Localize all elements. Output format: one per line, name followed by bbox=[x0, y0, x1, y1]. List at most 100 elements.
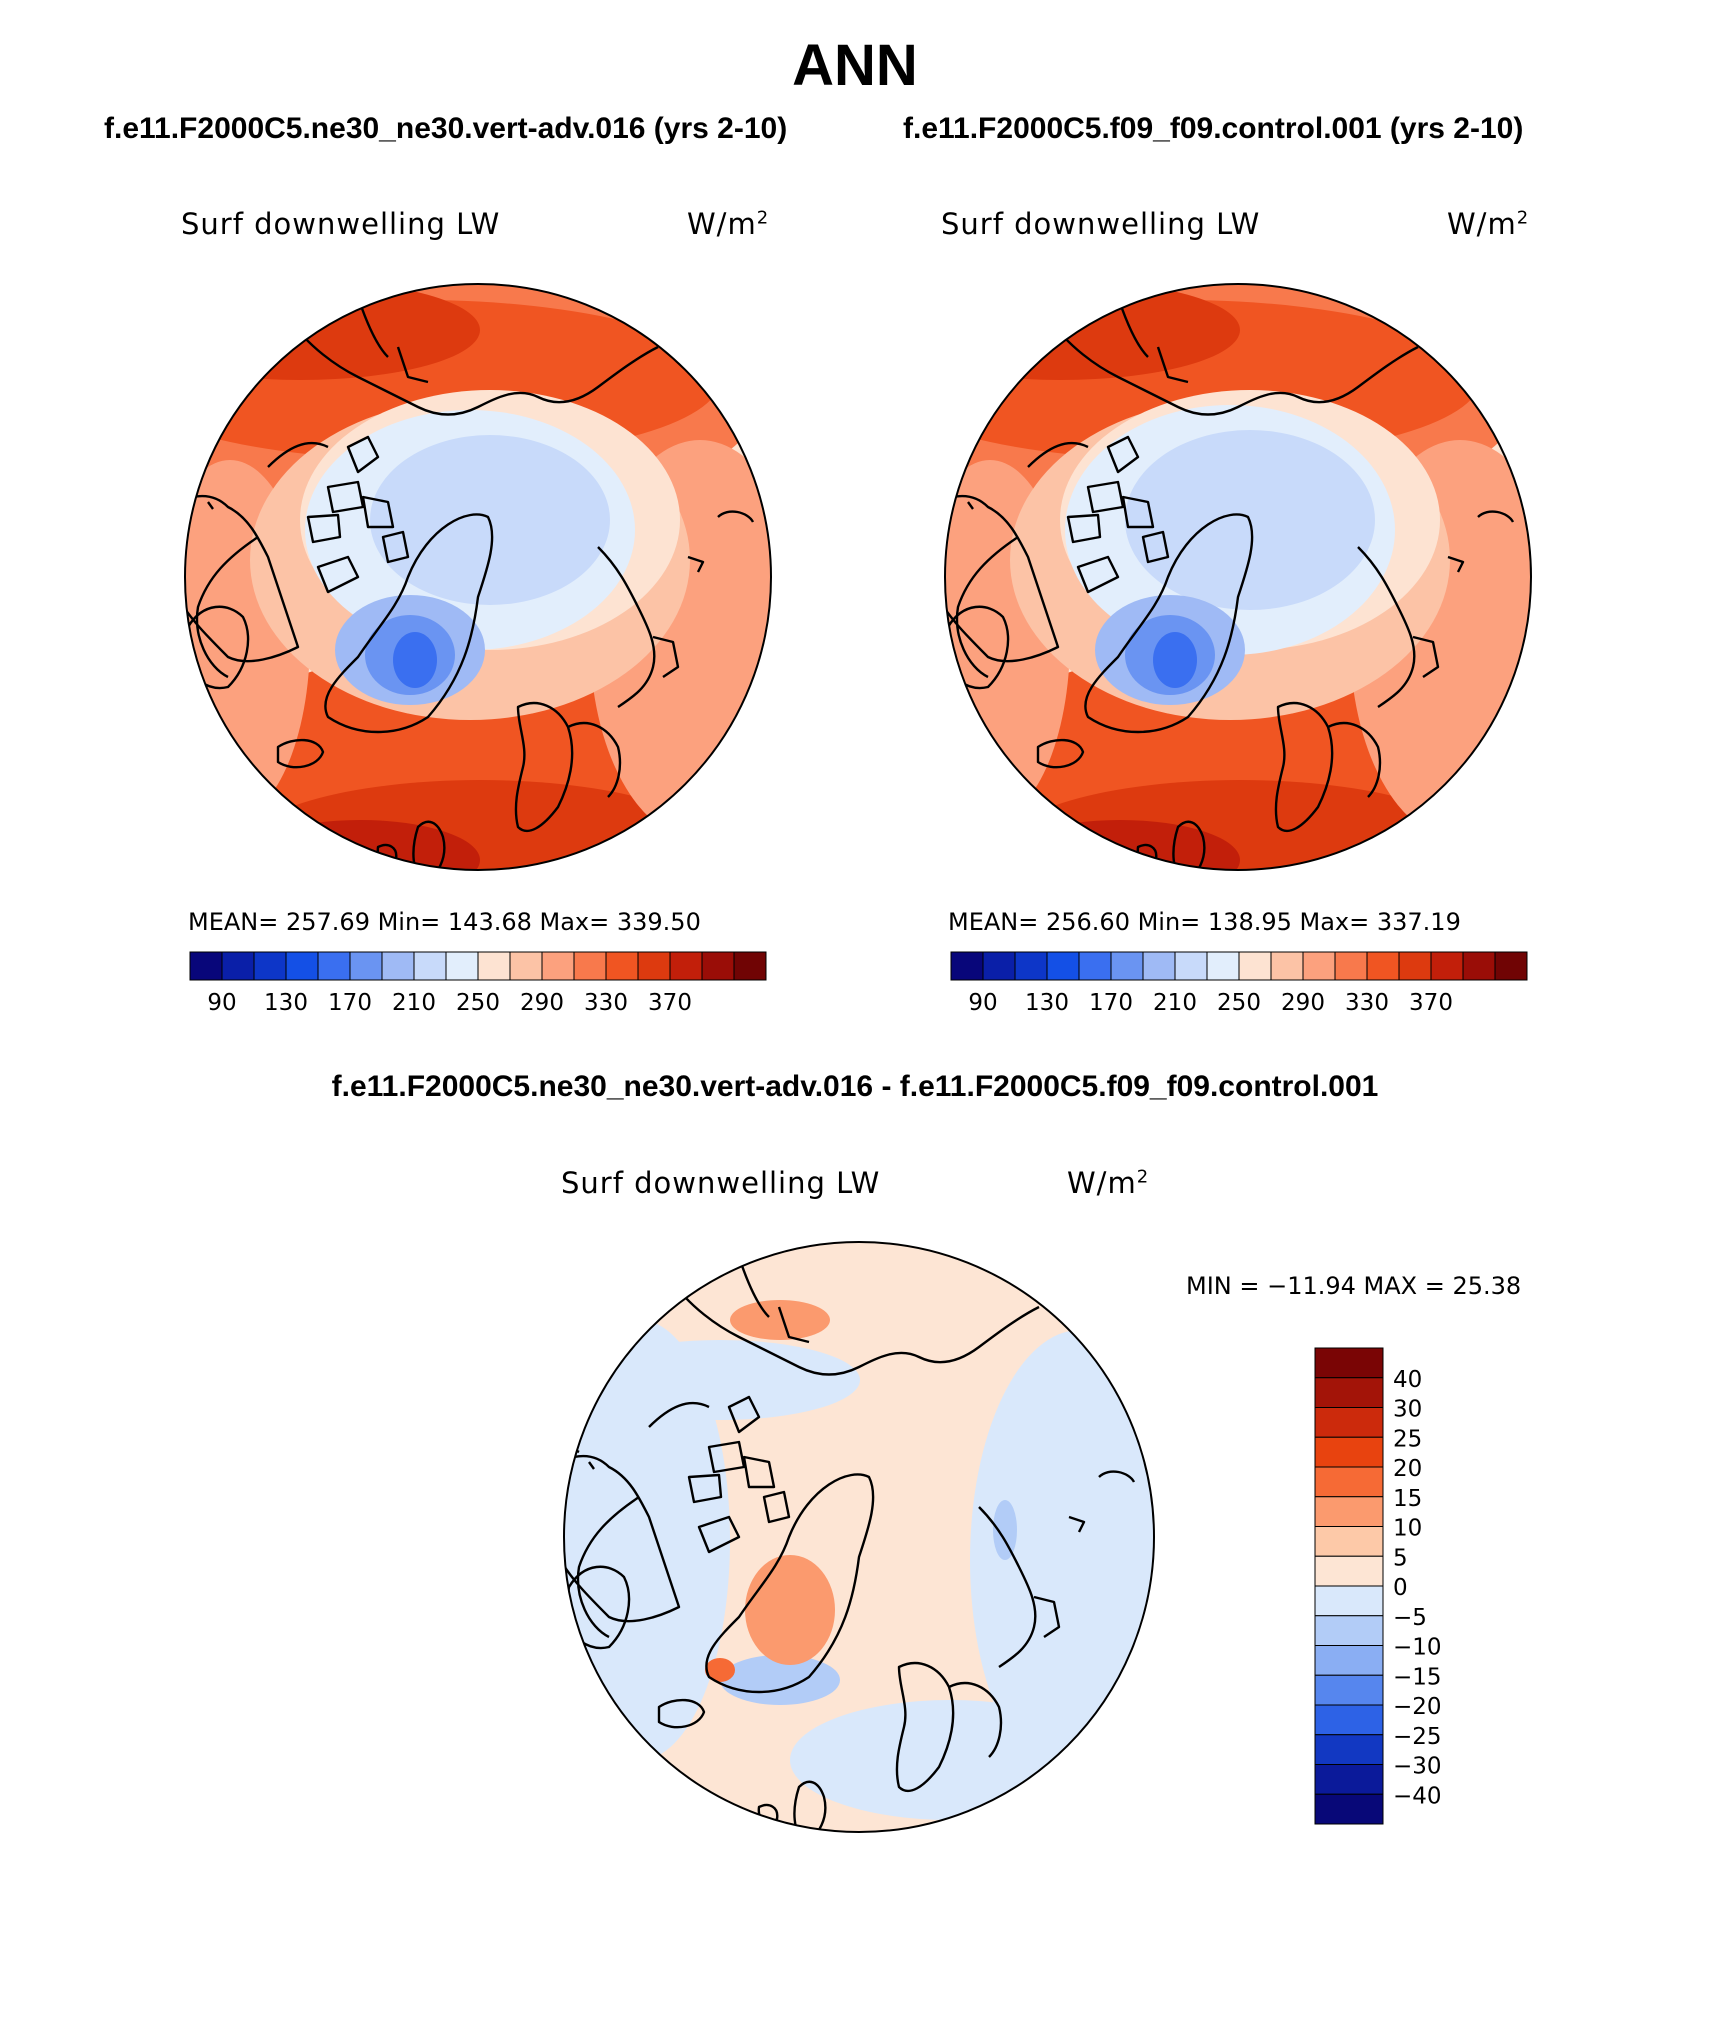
panel-2-case-title: f.e11.F2000C5.f09_f09.control.001 (yrs 2… bbox=[903, 112, 1524, 145]
difference-colorbar-tick-label: 40 bbox=[1393, 1367, 1422, 1393]
panel-2-colorbar-tick-label: 90 bbox=[968, 990, 997, 1016]
difference-colorbar-tick-label: −25 bbox=[1393, 1724, 1442, 1750]
panel-2-variable: Surf downwelling LW bbox=[941, 207, 1261, 241]
panel-1-colorbar-tick-label: 290 bbox=[520, 990, 564, 1016]
panel-1-colorbar-tick-label: 250 bbox=[456, 990, 500, 1016]
panel-1-colorbar-tick-label: 330 bbox=[584, 990, 628, 1016]
panel-2-colorbar-tick-label: 210 bbox=[1153, 990, 1197, 1016]
panel-2-colorbar: 90 130 170 210 250 290 330 370 bbox=[950, 951, 1528, 1016]
panel-1-colorbar-swatch bbox=[285, 951, 319, 981]
panel-2-colorbar-tick-label: 170 bbox=[1089, 990, 1133, 1016]
difference-colorbar-tick-label: 30 bbox=[1393, 1397, 1422, 1423]
panel-2-colorbar-swatch bbox=[1174, 951, 1208, 981]
panel-1-case-title: f.e11.F2000C5.ne30_ne30.vert-adv.016 (yr… bbox=[104, 112, 788, 145]
difference-colorbar: 40 30 25 20 15 10 5 0 −5 −10 −15 −20 −25 −30 −40 bbox=[1314, 1347, 1442, 1825]
page-title: ANN bbox=[792, 33, 918, 98]
difference-colorbar-swatch bbox=[1314, 1793, 1384, 1825]
panel-2-map bbox=[945, 284, 1531, 870]
panel-2-colorbar-swatch bbox=[1110, 951, 1144, 981]
difference-colorbar-swatch bbox=[1314, 1347, 1384, 1379]
panel-2-colorbar-swatch bbox=[1206, 951, 1240, 981]
panel-2-colorbar-tick-label: 330 bbox=[1345, 990, 1389, 1016]
difference-colorbar-tick-label: 25 bbox=[1393, 1426, 1422, 1452]
panel-2-colorbar-swatch bbox=[1302, 951, 1336, 981]
panel-2-colorbar-tick-label: 130 bbox=[1025, 990, 1069, 1016]
difference-colorbar-swatch bbox=[1314, 1704, 1384, 1736]
panel-1-colorbar-swatch bbox=[221, 951, 255, 981]
difference-colorbar-tick-label: −40 bbox=[1393, 1783, 1442, 1809]
panel-1-map bbox=[185, 284, 771, 870]
difference-colorbar-swatch bbox=[1314, 1585, 1384, 1617]
difference-colorbar-swatch bbox=[1314, 1615, 1384, 1646]
panel-1-colorbar-swatch bbox=[349, 951, 383, 981]
difference-colorbar-swatch bbox=[1314, 1764, 1384, 1795]
panel-1-colorbar-tick-label: 130 bbox=[264, 990, 308, 1016]
panel-2-colorbar-swatch bbox=[1142, 951, 1176, 981]
difference-colorbar-swatch bbox=[1314, 1645, 1384, 1676]
difference-colorbar-swatch bbox=[1314, 1377, 1384, 1408]
panel-1-stats: MEAN= 257.69 Min= 143.68 Max= 339.50 bbox=[188, 908, 701, 936]
difference-colorbar-swatch bbox=[1314, 1436, 1384, 1468]
panel-1-colorbar-swatch bbox=[637, 951, 671, 981]
panel-1-variable: Surf downwelling LW bbox=[181, 207, 501, 241]
panel-1-colorbar-swatch bbox=[381, 951, 415, 981]
difference-colorbar-swatch bbox=[1314, 1674, 1384, 1706]
panel-1-colorbar-swatch bbox=[605, 951, 639, 981]
difference-colorbar-swatch bbox=[1314, 1555, 1384, 1587]
difference-variable: Surf downwelling LW bbox=[561, 1166, 881, 1200]
panel-2-colorbar-swatch bbox=[1014, 951, 1048, 981]
panel-1-colorbar-swatch bbox=[445, 951, 479, 981]
panel-2-colorbar-swatch bbox=[1270, 951, 1304, 981]
panel-1-colorbar-swatch bbox=[413, 951, 447, 981]
panel-2-colorbar-tick-label: 250 bbox=[1217, 990, 1261, 1016]
difference-colorbar-tick-label: −15 bbox=[1393, 1664, 1442, 1690]
panel-1-colorbar-tick-label: 170 bbox=[328, 990, 372, 1016]
difference-colorbar-swatch bbox=[1314, 1526, 1384, 1557]
panel-2-colorbar-tick-label: 370 bbox=[1409, 990, 1453, 1016]
difference-title: f.e11.F2000C5.ne30_ne30.vert-adv.016 - f… bbox=[331, 1070, 1379, 1103]
difference-colorbar-tick-label: 0 bbox=[1393, 1575, 1408, 1601]
difference-colorbar-swatch bbox=[1314, 1466, 1384, 1498]
difference-map bbox=[564, 1242, 1154, 1832]
difference-colorbar-swatch bbox=[1314, 1407, 1384, 1438]
panel-2-colorbar-swatch bbox=[1462, 951, 1496, 981]
panel-1-colorbar-swatch bbox=[573, 951, 607, 981]
panel-2-colorbar-swatch bbox=[1238, 951, 1272, 981]
difference-colorbar-tick-label: −10 bbox=[1393, 1635, 1442, 1661]
panel-2-colorbar-swatch bbox=[982, 951, 1016, 981]
panel-2-colorbar-tick-label: 290 bbox=[1281, 990, 1325, 1016]
panel-1-units: W/m2 bbox=[687, 207, 770, 241]
difference-colorbar-tick-label: −30 bbox=[1393, 1754, 1442, 1780]
panel-1-colorbar-swatch bbox=[189, 951, 223, 981]
panel-2-colorbar-swatch bbox=[1078, 951, 1112, 981]
panel-1-colorbar-swatch bbox=[477, 951, 511, 981]
panel-1-colorbar-swatch bbox=[541, 951, 575, 981]
difference-units: W/m2 bbox=[1067, 1166, 1150, 1200]
difference-colorbar-tick-label: 10 bbox=[1393, 1516, 1422, 1542]
difference-colorbar-swatch bbox=[1314, 1496, 1384, 1527]
difference-colorbar-tick-label: 5 bbox=[1393, 1545, 1408, 1571]
panel-2-units: W/m2 bbox=[1447, 207, 1530, 241]
panel-2-colorbar-swatch bbox=[950, 951, 984, 981]
panel-1-colorbar-swatch bbox=[253, 951, 287, 981]
difference-colorbar-tick-label: −20 bbox=[1393, 1694, 1442, 1720]
panel-2-colorbar-swatch bbox=[1046, 951, 1080, 981]
panel-2-colorbar-swatch bbox=[1398, 951, 1432, 981]
panel-1-colorbar-tick-label: 90 bbox=[207, 990, 236, 1016]
panel-1-colorbar-swatch bbox=[701, 951, 735, 981]
panel-1-colorbar-swatch bbox=[509, 951, 543, 981]
panel-2-colorbar-swatch bbox=[1494, 951, 1528, 981]
difference-colorbar-tick-label: 20 bbox=[1393, 1456, 1422, 1482]
panel-2-colorbar-swatch bbox=[1366, 951, 1400, 981]
difference-colorbar-swatch bbox=[1314, 1734, 1384, 1765]
difference-colorbar-tick-label: 15 bbox=[1393, 1486, 1422, 1512]
panel-1-colorbar: 90 130 170 210 250 290 330 370 bbox=[189, 951, 767, 1016]
panel-2-stats: MEAN= 256.60 Min= 138.95 Max= 337.19 bbox=[948, 908, 1461, 936]
difference-colorbar-tick-label: −5 bbox=[1393, 1605, 1427, 1631]
panel-1-colorbar-swatch bbox=[733, 951, 767, 981]
panel-1-colorbar-tick-label: 370 bbox=[648, 990, 692, 1016]
panel-1-colorbar-tick-label: 210 bbox=[392, 990, 436, 1016]
difference-minmax: MIN = −11.94 MAX = 25.38 bbox=[1186, 1272, 1522, 1300]
panel-1-colorbar-swatch bbox=[669, 951, 703, 981]
